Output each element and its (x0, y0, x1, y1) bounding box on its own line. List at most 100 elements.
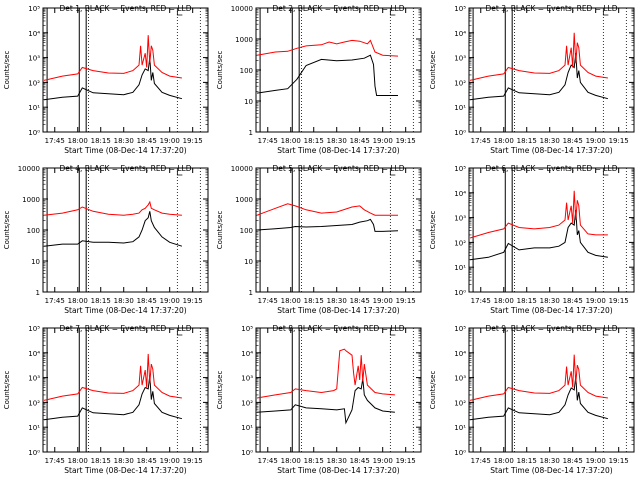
lld-series-line (256, 348, 395, 399)
y-tick-label: 10¹ (241, 424, 253, 432)
events-series-line (469, 376, 609, 421)
x-tick-label: 17:45 (471, 137, 491, 145)
y-tick-label: 10² (28, 399, 40, 407)
x-tick-label: 18:15 (91, 457, 111, 465)
x-axis-label: Start Time (08-Dec-14 17:37:20) (490, 466, 612, 475)
x-tick-label: 19:00 (160, 457, 180, 465)
x-axis-label: Start Time (08-Dec-14 17:37:20) (277, 306, 399, 315)
interval-bracket (389, 169, 396, 176)
y-tick-label: 10³ (454, 55, 466, 63)
y-tick-label: 10⁰ (454, 129, 466, 137)
x-tick-label: 18:15 (517, 457, 537, 465)
y-tick-label: 10⁰ (454, 289, 466, 297)
x-tick-label: 18:00 (68, 137, 88, 145)
x-tick-label: 19:15 (183, 457, 203, 465)
lld-series-line (469, 354, 608, 401)
events-series-line (43, 211, 183, 247)
x-tick-label: 17:45 (471, 457, 491, 465)
interval-bracket (389, 9, 396, 16)
panel-title: Det 8, BLACK = Events, RED = LLD (272, 324, 404, 333)
y-tick-label: 1000 (235, 196, 253, 204)
x-tick-label: 18:30 (114, 297, 134, 305)
x-tick-label: 18:30 (540, 297, 560, 305)
x-tick-label: 18:45 (350, 297, 370, 305)
panel-title: Det 1, BLACK = Events, RED = LLD (59, 4, 191, 13)
y-tick-label: 10³ (28, 375, 40, 383)
x-tick-label: 18:45 (563, 457, 583, 465)
y-tick-label: 100 (240, 227, 253, 235)
lld-series-line (43, 200, 182, 216)
y-tick-label: 10000 (18, 165, 40, 173)
interval-bracket (176, 9, 183, 16)
plot-frame (255, 327, 422, 453)
x-tick-label: 17:45 (258, 137, 278, 145)
y-tick-label: 10 (31, 258, 40, 266)
y-axis-label: Counts/sec (216, 51, 224, 90)
x-tick-label: 19:00 (586, 457, 606, 465)
y-tick-label: 10⁴ (28, 350, 40, 358)
y-tick-label: 10² (28, 79, 40, 87)
y-tick-label: 10⁵ (28, 325, 40, 333)
x-tick-label: 19:00 (586, 137, 606, 145)
panel-title: Det 2, BLACK = Events, RED = LLD (272, 4, 404, 13)
x-tick-label: 18:30 (114, 137, 134, 145)
lld-series-line (43, 353, 182, 401)
x-tick-label: 19:15 (609, 137, 629, 145)
x-tick-label: 19:00 (373, 137, 393, 145)
panel-title: Det 6, BLACK = Events, RED = LLD (485, 164, 617, 173)
events-series-line (469, 210, 608, 261)
interval-bracket (602, 329, 609, 336)
x-tick-label: 19:00 (373, 457, 393, 465)
y-tick-label: 10⁰ (241, 449, 253, 457)
y-tick-label: 1000 (22, 196, 40, 204)
x-tick-label: 17:45 (471, 297, 491, 305)
events-series-line (256, 378, 395, 425)
x-tick-label: 19:15 (396, 137, 416, 145)
x-tick-label: 19:00 (160, 137, 180, 145)
x-tick-label: 18:45 (137, 137, 157, 145)
lld-series-line (256, 39, 399, 57)
events-series-line (256, 218, 399, 232)
detector-panel-1: 10⁰ 10¹ 10² 10³ 10⁴ 10⁵ 17:45 18:00 18:15 18:30 18… (3, 4, 209, 155)
detector-panel-7: 10⁰ 10¹ 10² 10³ 10⁴ 10⁵ 17:45 18:00 18:15 18:30 18… (3, 324, 209, 475)
y-tick-label: 10⁵ (241, 325, 253, 333)
x-tick-label: 18:15 (304, 297, 324, 305)
interval-bracket (176, 169, 183, 176)
y-tick-label: 10⁴ (454, 190, 466, 198)
x-tick-label: 18:30 (327, 137, 347, 145)
x-tick-label: 17:45 (258, 457, 278, 465)
detector-panel-9: 10⁰ 10¹ 10² 10³ 10⁴ 10⁵ 17:45 18:00 18:15 18:30 18… (429, 324, 635, 475)
panel-title: Det 7, BLACK = Events, RED = LLD (59, 324, 191, 333)
x-tick-label: 18:00 (494, 457, 514, 465)
plot-frame (42, 167, 209, 293)
plot-frame (468, 7, 635, 133)
x-tick-label: 18:30 (114, 457, 134, 465)
plot-frame (255, 7, 422, 133)
panel-title: Det 9, BLACK = Events, RED = LLD (485, 324, 617, 333)
y-tick-label: 1000 (235, 36, 253, 44)
x-tick-label: 18:00 (68, 457, 88, 465)
events-series-line (256, 54, 398, 96)
x-tick-label: 18:45 (563, 137, 583, 145)
lld-series-line (256, 203, 398, 216)
x-tick-label: 19:00 (373, 297, 393, 305)
detector-panel-2: 1 10 100 1000 10000 17:45 18:00 18:15 18:30 18:45… (216, 4, 422, 155)
x-tick-label: 18:15 (91, 297, 111, 305)
detector-panel-3: 10⁰ 10¹ 10² 10³ 10⁴ 10⁵ 17:45 18:00 18:15 18:30 18… (429, 4, 635, 155)
x-axis-label: Start Time (08-Dec-14 17:37:20) (277, 146, 399, 155)
y-tick-label: 1 (249, 289, 253, 297)
x-tick-label: 18:45 (137, 297, 157, 305)
y-tick-label: 10 (244, 258, 253, 266)
y-tick-label: 10⁵ (454, 325, 466, 333)
detector-panel-6: 10⁰ 10¹ 10² 10³ 10⁴ 10⁵ 17:45 18:00 18:15 18:30 18… (429, 164, 635, 315)
x-tick-label: 18:15 (91, 137, 111, 145)
y-axis-label: Counts/sec (3, 51, 11, 90)
x-tick-label: 19:15 (609, 457, 629, 465)
x-tick-label: 18:45 (350, 457, 370, 465)
y-tick-label: 10000 (231, 5, 253, 13)
x-tick-label: 18:00 (494, 137, 514, 145)
y-tick-label: 10¹ (454, 104, 466, 112)
events-series-line (43, 57, 183, 101)
y-tick-label: 10⁵ (28, 5, 40, 13)
